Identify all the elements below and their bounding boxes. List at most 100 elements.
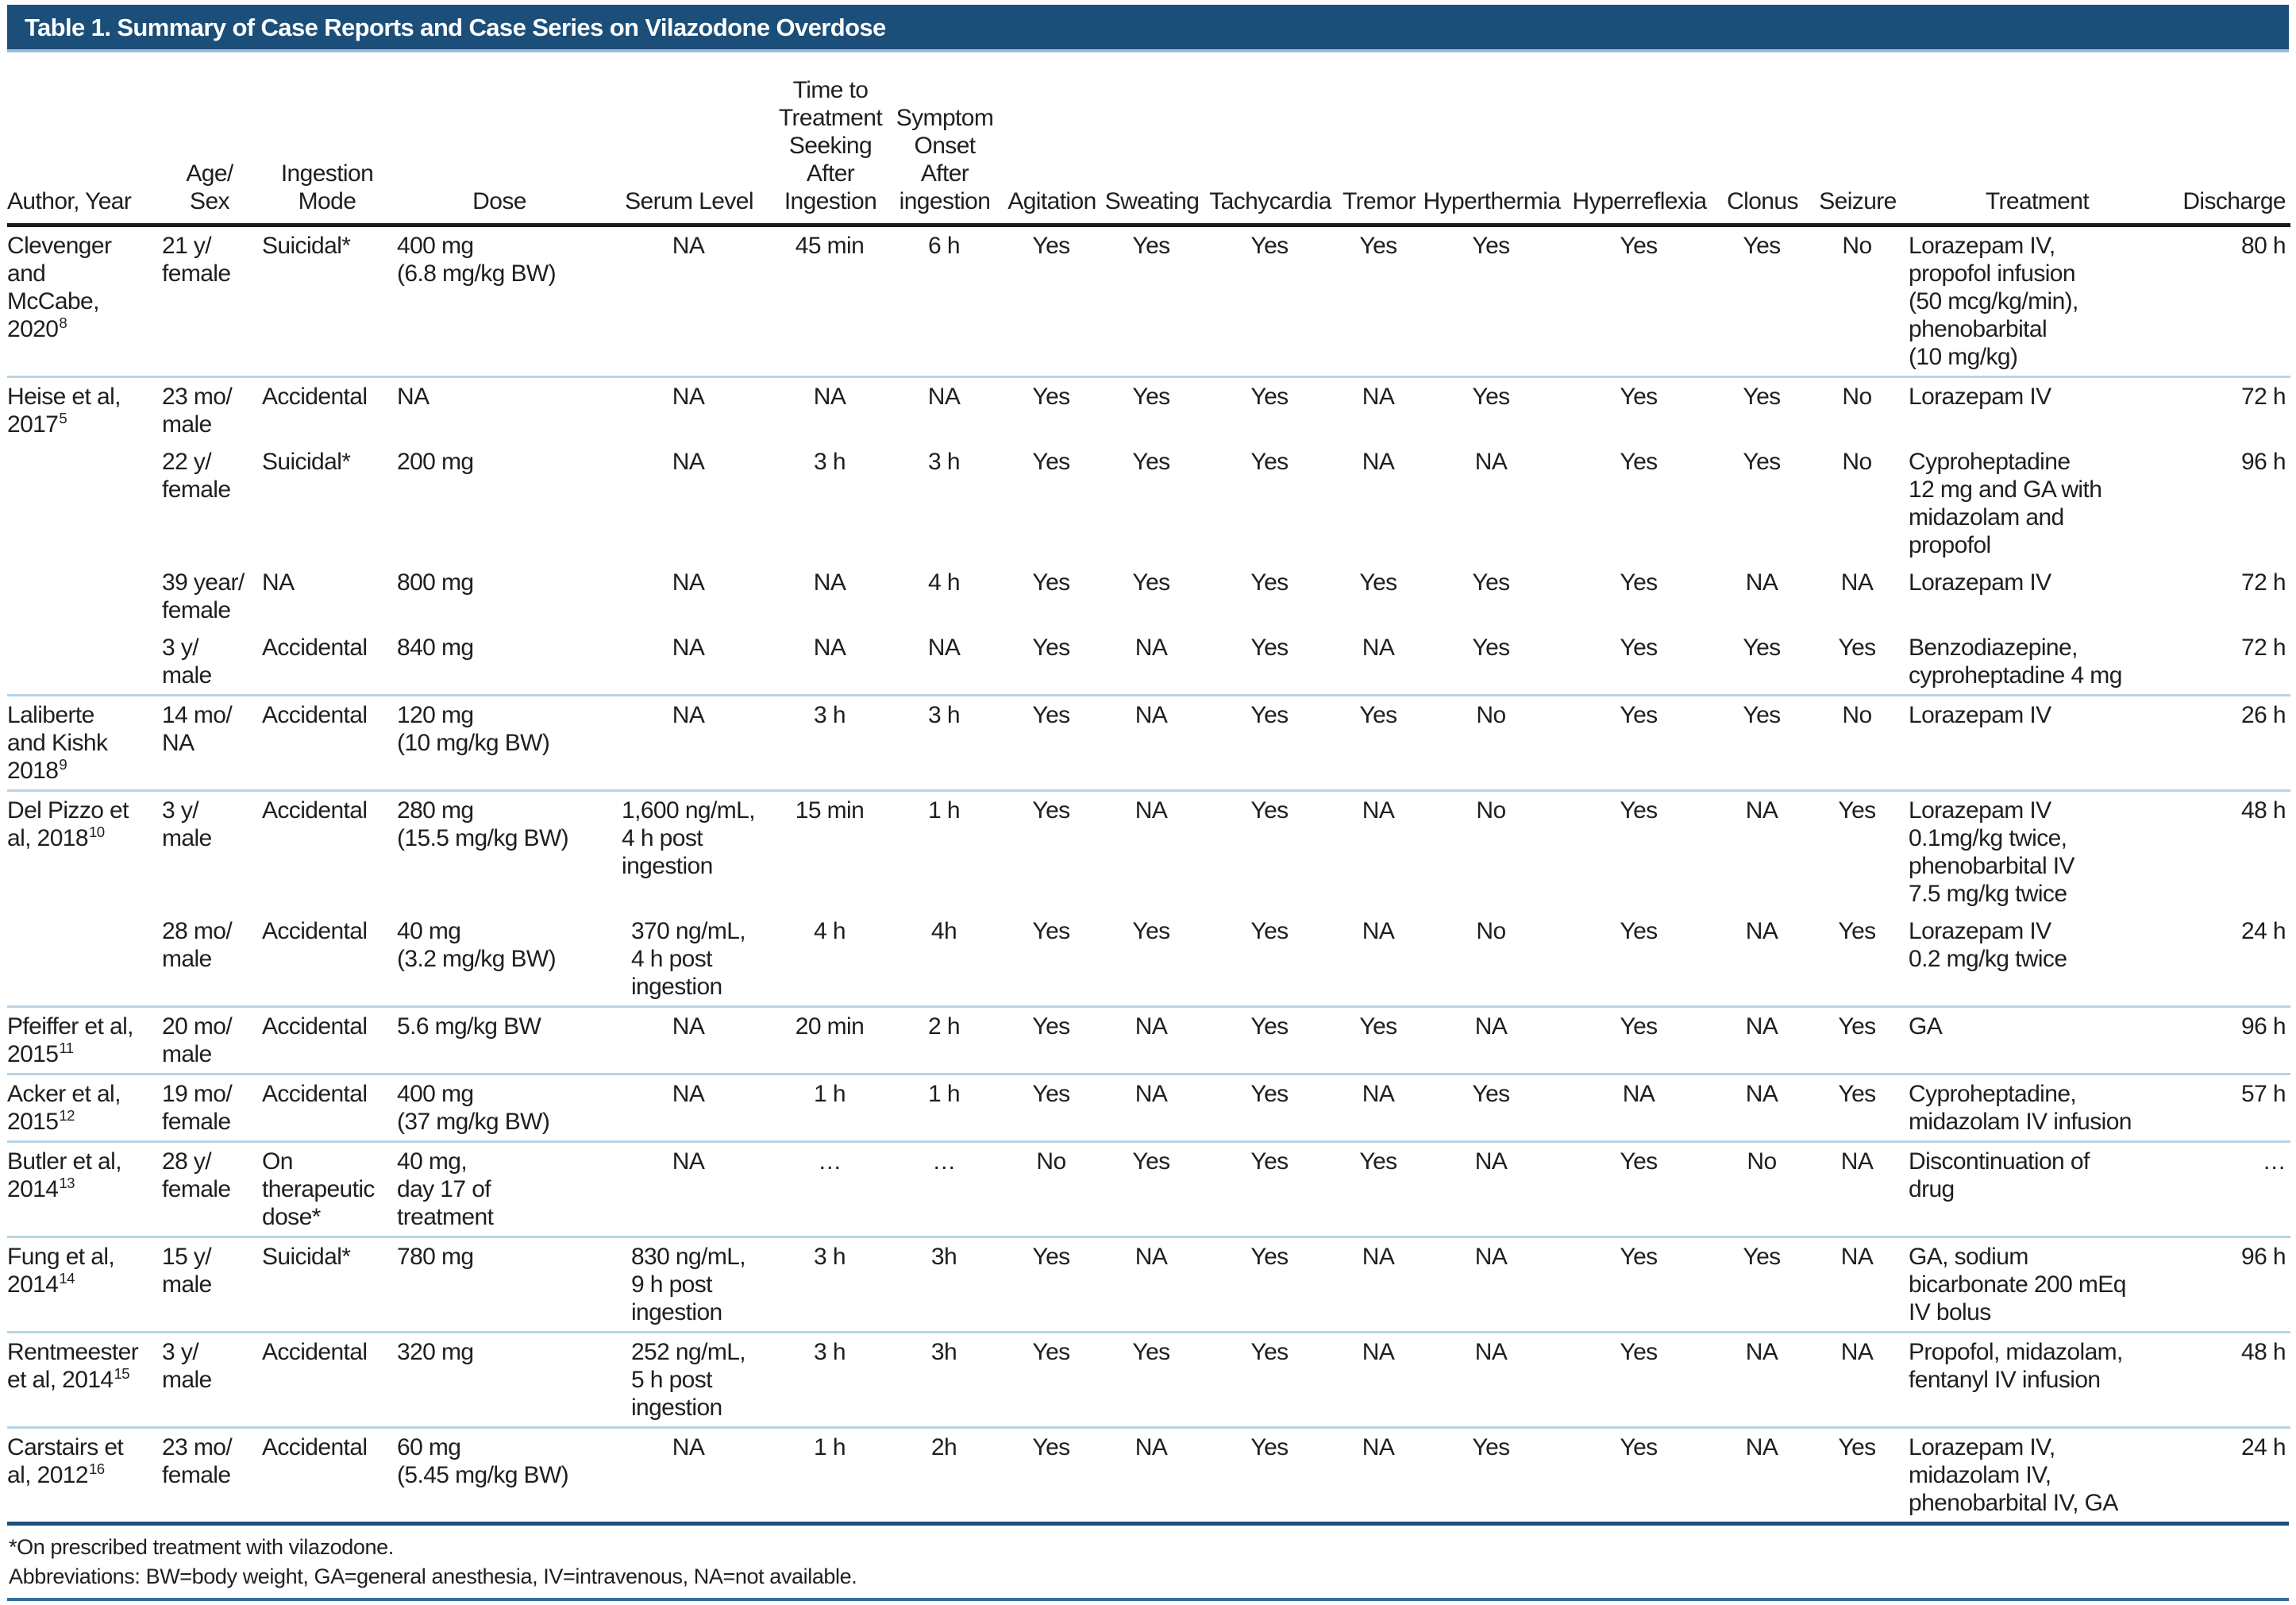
discharge-cell: 48 h	[2171, 789, 2290, 912]
agitation-cell: Yes	[1005, 376, 1104, 443]
header-row: Author, Year Age/ Sex Ingestion Mode Dose Se…	[7, 52, 2290, 227]
header-treatment: Treatment	[1909, 52, 2171, 227]
seizure-cell: Yes	[1812, 1426, 1909, 1522]
symptom-onset-cell: 4h	[930, 918, 957, 944]
symptom-onset-cell: 3h	[889, 1331, 1005, 1428]
agitation-cell: Yes	[1005, 789, 1104, 912]
symptom-onset-cell: NA	[889, 376, 1005, 443]
clonus-cell: Yes	[1743, 635, 1781, 661]
tachycardia-cell: Yes	[1205, 1426, 1340, 1522]
agitation-cell: Yes	[1005, 1236, 1104, 1333]
hyperthermia-cell: NA	[1423, 1331, 1566, 1428]
hyperthermia-cell: No	[1476, 918, 1506, 944]
discharge-cell: 96 h	[2241, 449, 2286, 475]
dose-cell: 400 mg (6.8 mg/kg BW)	[397, 233, 557, 287]
dose-cell: 60 mg (5.45 mg/kg BW)	[397, 1426, 607, 1522]
age-sex-cell: 20 mo/ male	[162, 1005, 262, 1075]
age-sex-cell: 14 mo/ NA	[162, 694, 262, 791]
age-sex-cell: 3 y/ male	[162, 1331, 262, 1428]
age-sex-cell: 28 y/ female	[162, 1140, 262, 1237]
time-to-treatment-cell: 3 h	[776, 694, 889, 791]
header-agitation: Agitation	[1005, 52, 1104, 227]
hyperreflexia-cell: Yes	[1566, 789, 1718, 912]
reference-number: 12	[59, 1107, 75, 1124]
ingestion-mode-cell: Suicidal*	[262, 233, 351, 259]
ingestion-mode-cell: Accidental	[262, 635, 368, 661]
reference-number: 13	[59, 1175, 75, 1191]
author-year-cell	[7, 564, 162, 629]
header-author-year: Author, Year	[7, 52, 162, 227]
seizure-cell: No	[1842, 233, 1872, 259]
serum-level-cell: 830 ng/mL, 9 h post ingestion	[607, 1236, 776, 1333]
clonus-cell: NA	[1718, 1005, 1812, 1075]
table-body: Clevenger and McCabe, 20208 21 y/ female S…	[7, 226, 2290, 1522]
author-year-cell	[7, 443, 162, 564]
header-dose: Dose	[397, 52, 607, 227]
treatment-cell: GA	[1909, 1005, 2171, 1075]
dose-cell: 5.6 mg/kg BW	[397, 1005, 607, 1075]
ingestion-mode-cell: Accidental	[262, 1005, 397, 1075]
dose-cell: 320 mg	[397, 1331, 607, 1428]
serum-level-cell: NA	[607, 694, 776, 791]
clonus-cell: Yes	[1743, 233, 1781, 259]
agitation-cell: Yes	[1005, 1073, 1104, 1142]
sweating-cell: Yes	[1132, 569, 1170, 596]
tachycardia-cell: Yes	[1205, 1236, 1340, 1333]
header-serum-level: Serum Level	[607, 52, 776, 227]
case-row: Clevenger and McCabe, 20208 21 y/ female S…	[7, 226, 2290, 377]
ingestion-mode-cell: On therapeutic dose*	[262, 1140, 397, 1237]
dose-cell: 400 mg (37 mg/kg BW)	[397, 1073, 607, 1142]
treatment-cell: Lorazepam IV	[1909, 376, 2171, 443]
ingestion-mode-cell: Accidental	[262, 918, 368, 944]
ingestion-mode-cell: Suicidal*	[262, 449, 351, 475]
case-row: Heise et al, 20175 23 mo/ male Accidental N…	[7, 376, 2290, 443]
author-year-cell: Rentmeester et al, 201415	[7, 1331, 162, 1428]
footnotes: *On prescribed treatment with vilazodone…	[9, 1533, 2289, 1591]
reference-number: 5	[59, 410, 67, 426]
discharge-cell: 48 h	[2171, 1331, 2290, 1428]
hyperthermia-cell: NA	[1474, 449, 1508, 475]
table-bottom-rule	[7, 1522, 2289, 1526]
hyperreflexia-cell: Yes	[1566, 376, 1718, 443]
serum-level-cell: 370 ng/mL, 4 h post ingestion	[607, 912, 776, 1007]
age-sex-cell: 23 mo/ female	[162, 1426, 262, 1522]
agitation-cell: Yes	[1005, 1005, 1104, 1075]
case-row: Acker et al, 201512 19 mo/ female Accident…	[7, 1073, 2290, 1142]
author-year-cell	[7, 629, 162, 696]
tachycardia-cell: Yes	[1205, 1140, 1340, 1237]
serum-level-cell: NA	[607, 1005, 776, 1075]
treatment-cell: Lorazepam IV, midazolam IV, phenobarbita…	[1909, 1426, 2171, 1522]
ingestion-mode-cell: NA	[262, 569, 295, 596]
hyperreflexia-cell: Yes	[1566, 1140, 1718, 1237]
reference-number: 14	[59, 1270, 75, 1287]
author-year-cell: Butler et al, 201413	[7, 1140, 162, 1237]
sweating-cell: NA	[1104, 1073, 1205, 1142]
hyperreflexia-cell: Yes	[1566, 694, 1718, 791]
header-symptom-onset: Symptom Onset After ingestion	[889, 52, 1005, 227]
treatment-cell: GA, sodium bicarbonate 200 mEq IV bolus	[1909, 1236, 2171, 1333]
sweating-cell: Yes	[1132, 918, 1170, 944]
serum-level-text: NA	[672, 1081, 705, 1107]
hyperthermia-cell: Yes	[1423, 376, 1566, 443]
time-to-treatment-cell: 3 h	[776, 1236, 889, 1333]
serum-level-cell: NA	[607, 1073, 776, 1142]
reference-number: 10	[88, 824, 105, 840]
symptom-onset-cell: 3 h	[889, 694, 1005, 791]
agitation-cell: Yes	[1032, 233, 1070, 259]
hyperreflexia-cell: NA	[1566, 1073, 1718, 1142]
discharge-cell: 72 h	[2171, 376, 2290, 443]
dose-cell: 40 mg, day 17 of treatment	[397, 1140, 607, 1237]
agitation-cell: Yes	[1032, 569, 1070, 596]
tachycardia-cell: Yes	[1250, 449, 1289, 475]
serum-level-cell: NA	[607, 564, 776, 629]
case-row: 3 y/ male Accidental 840 mg NA NA NA Yes NA Yes N…	[7, 629, 2290, 696]
serum-level-text: NA	[672, 702, 705, 728]
table-head: Author, Year Age/ Sex Ingestion Mode Dose Se…	[7, 52, 2290, 227]
header-clonus: Clonus	[1718, 52, 1812, 227]
serum-level-text: NA	[672, 635, 705, 661]
age-sex-cell: 3 y/ male	[162, 635, 212, 689]
hyperreflexia-cell: Yes	[1566, 1236, 1718, 1333]
sweating-cell: NA	[1104, 1236, 1205, 1333]
ingestion-mode-cell: Accidental	[262, 376, 397, 443]
symptom-onset-cell: 2h	[889, 1426, 1005, 1522]
